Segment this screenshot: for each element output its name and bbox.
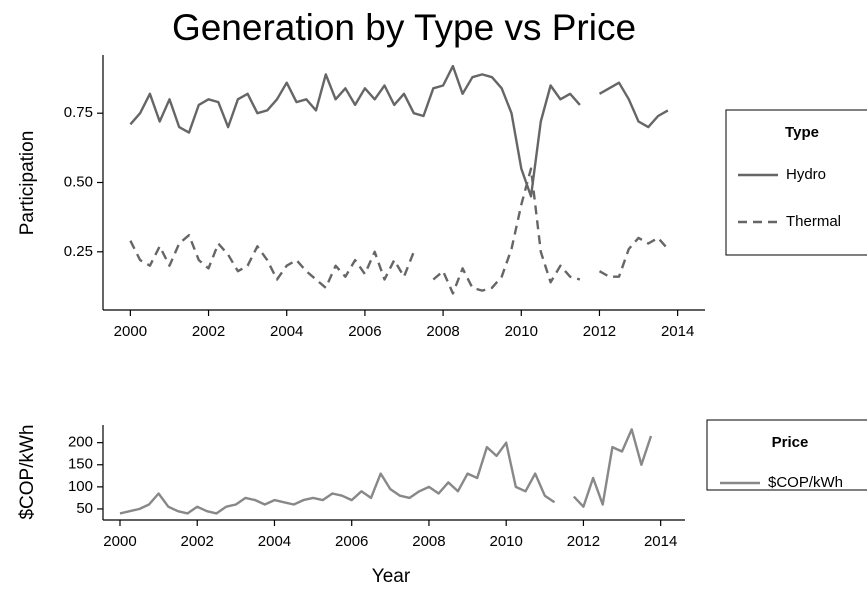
x-tick-label: 2004	[258, 533, 291, 550]
data-line	[129, 167, 669, 295]
y-axis-label: $COP/kWh	[17, 424, 38, 519]
x-tick-label: 2008	[426, 323, 459, 340]
x-tick-label: 2012	[583, 323, 616, 340]
y-tick-label: 0.50	[64, 173, 93, 190]
x-tick-label: 2000	[103, 533, 136, 550]
x-tick-label: 2010	[490, 533, 523, 550]
x-tick-label: 2004	[270, 323, 303, 340]
y-tick-label: 50	[76, 500, 93, 517]
data-line	[129, 64, 669, 198]
y-tick-label: 0.75	[64, 104, 93, 121]
legend-box	[706, 419, 867, 491]
chart-title: Generation by Type vs Price	[172, 7, 636, 48]
data-line	[119, 428, 653, 515]
x-axis-label: Year	[372, 566, 411, 587]
legend-label: Thermal	[786, 213, 841, 230]
x-tick-label: 2008	[412, 533, 445, 550]
y-tick-label: 100	[68, 478, 93, 495]
x-tick-label: 2000	[114, 323, 147, 340]
y-tick-label: 150	[68, 456, 93, 473]
x-tick-label: 2006	[348, 323, 381, 340]
x-tick-label: 2014	[661, 323, 694, 340]
x-tick-label: 2010	[505, 323, 538, 340]
legend-title: Type	[785, 124, 819, 141]
legend-title: Price	[772, 434, 809, 451]
legend-label: $COP/kWh	[768, 474, 843, 491]
legend-label: Hydro	[786, 166, 826, 183]
x-tick-label: 2012	[567, 533, 600, 550]
y-tick-label: 0.25	[64, 243, 93, 260]
y-axis-label: Participation	[17, 131, 38, 236]
x-tick-label: 2002	[192, 323, 225, 340]
x-tick-label: 2002	[181, 533, 214, 550]
x-tick-label: 2006	[335, 533, 368, 550]
y-tick-label: 200	[68, 434, 93, 451]
legend-box	[725, 109, 867, 256]
x-tick-label: 2014	[644, 533, 677, 550]
